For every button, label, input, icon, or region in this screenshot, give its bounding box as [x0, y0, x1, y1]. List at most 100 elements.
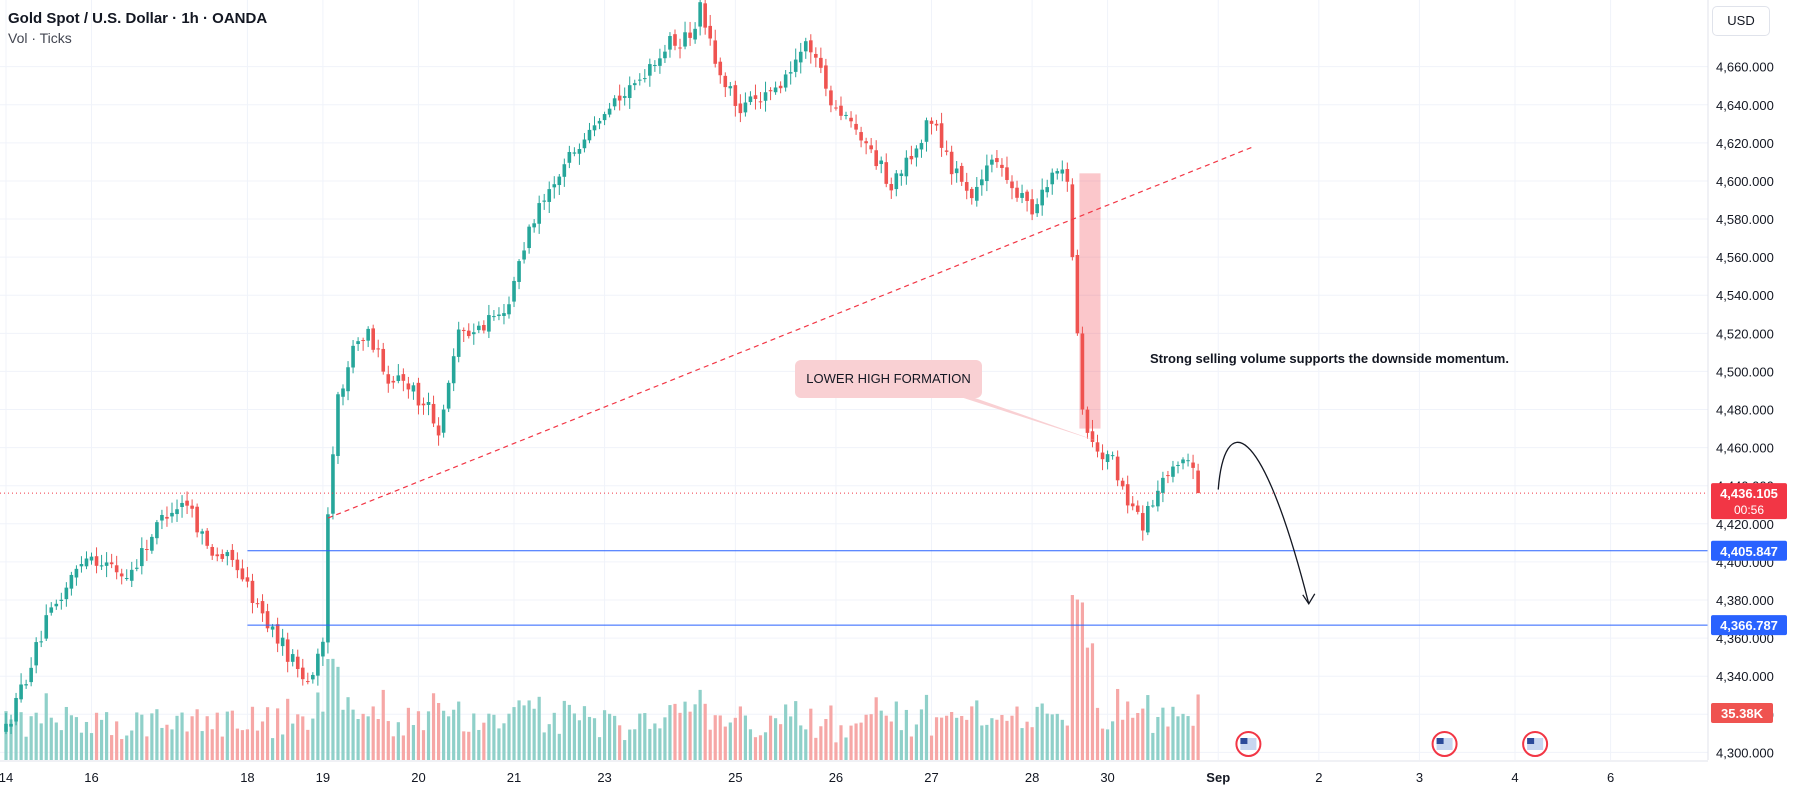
candle-body[interactable] — [49, 607, 54, 613]
candle-body[interactable] — [180, 502, 184, 507]
candle-body[interactable] — [995, 158, 999, 163]
candle-body[interactable] — [607, 108, 612, 115]
candle-body[interactable] — [899, 173, 904, 177]
candle-body[interactable] — [944, 150, 949, 152]
candle-body[interactable] — [99, 565, 104, 567]
candle-body[interactable] — [250, 580, 255, 603]
candle-body[interactable] — [693, 28, 697, 40]
candle-body[interactable] — [19, 684, 23, 700]
candle-body[interactable] — [245, 577, 250, 582]
candle-body[interactable] — [215, 554, 220, 557]
candle-body[interactable] — [1020, 193, 1024, 198]
candle-body[interactable] — [175, 509, 179, 515]
candle-body[interactable] — [929, 120, 934, 124]
candle-body[interactable] — [1095, 442, 1100, 452]
candle-body[interactable] — [768, 90, 773, 92]
candle-body[interactable] — [879, 160, 884, 165]
candle-body[interactable] — [849, 117, 853, 122]
candle-body[interactable] — [311, 674, 315, 680]
candle-body[interactable] — [411, 385, 416, 392]
candle-body[interactable] — [733, 85, 738, 106]
candle-body[interactable] — [275, 624, 280, 644]
candle-body[interactable] — [1146, 506, 1150, 533]
candle-body[interactable] — [809, 40, 813, 53]
candle-body[interactable] — [798, 51, 803, 63]
candle-body[interactable] — [874, 150, 878, 167]
candle-body[interactable] — [602, 114, 607, 121]
candle-body[interactable] — [356, 341, 360, 345]
candle-body[interactable] — [240, 568, 245, 580]
candle-body[interactable] — [119, 573, 124, 577]
candle-body[interactable] — [1005, 167, 1009, 180]
candle-body[interactable] — [959, 165, 964, 182]
candle-body[interactable] — [225, 552, 230, 557]
level-price-badge[interactable] — [1711, 615, 1787, 636]
trend-line[interactable] — [327, 146, 1254, 519]
candle-body[interactable] — [1171, 466, 1175, 477]
candle-body[interactable] — [416, 382, 421, 406]
candle-body[interactable] — [109, 562, 114, 565]
candle-body[interactable] — [688, 32, 692, 38]
candle-body[interactable] — [170, 512, 174, 517]
candle-body[interactable] — [446, 382, 451, 409]
candle-body[interactable] — [1045, 187, 1050, 193]
candle-body[interactable] — [522, 250, 526, 260]
candle-body[interactable] — [1120, 480, 1125, 487]
candle-body[interactable] — [718, 61, 723, 76]
candle-body[interactable] — [376, 348, 381, 350]
candle-body[interactable] — [140, 548, 144, 567]
candle-body[interactable] — [668, 36, 672, 50]
candle-body[interactable] — [567, 152, 572, 163]
candle-body[interactable] — [1080, 333, 1085, 410]
candle-body[interactable] — [577, 149, 582, 154]
candle-body[interactable] — [265, 611, 270, 629]
candle-body[interactable] — [1156, 490, 1160, 507]
candle-body[interactable] — [64, 587, 69, 600]
candle-body[interactable] — [235, 559, 240, 571]
candle-body[interactable] — [1181, 459, 1185, 464]
candle-body[interactable] — [1010, 181, 1014, 189]
symbol-title[interactable]: Gold Spot / U.S. Dollar · 1h · OANDA — [8, 10, 268, 27]
candle-body[interactable] — [230, 549, 235, 561]
candle-body[interactable] — [748, 96, 753, 103]
lower-high-callout[interactable]: LOWER HIGH FORMATION — [795, 360, 982, 398]
candle-body[interactable] — [406, 383, 411, 390]
candle-body[interactable] — [939, 123, 944, 148]
candle-body[interactable] — [1115, 456, 1120, 481]
candle-body[interactable] — [300, 667, 305, 680]
candle-body[interactable] — [155, 522, 159, 539]
candle-body[interactable] — [4, 723, 8, 732]
candle-body[interactable] — [527, 226, 531, 249]
candle-body[interactable] — [1166, 475, 1170, 477]
candle-body[interactable] — [59, 599, 64, 601]
candle-body[interactable] — [482, 325, 486, 331]
selling-volume-note[interactable]: Strong selling volume supports the downs… — [1150, 351, 1509, 366]
candle-body[interactable] — [1035, 204, 1039, 214]
projection-arrow[interactable] — [1217, 441, 1310, 604]
candle-body[interactable] — [783, 74, 788, 88]
candle-body[interactable] — [597, 120, 602, 124]
candle-body[interactable] — [980, 179, 984, 186]
candle-body[interactable] — [708, 25, 712, 39]
candle-body[interactable] — [326, 514, 330, 643]
candle-body[interactable] — [909, 155, 914, 160]
candle-body[interactable] — [924, 120, 929, 142]
candle-body[interactable] — [974, 186, 979, 201]
candle-body[interactable] — [1135, 505, 1140, 512]
candle-body[interactable] — [552, 184, 557, 188]
candle-body[interactable] — [1196, 470, 1200, 494]
candle-body[interactable] — [1025, 191, 1029, 201]
candle-body[interactable] — [391, 380, 396, 383]
candle-body[interactable] — [592, 125, 597, 131]
candle-body[interactable] — [270, 626, 275, 630]
candle-body[interactable] — [477, 325, 481, 331]
candle-body[interactable] — [622, 96, 627, 98]
candle-body[interactable] — [869, 145, 873, 150]
candle-body[interactable] — [517, 261, 521, 282]
candle-body[interactable] — [1140, 513, 1145, 531]
candle-body[interactable] — [185, 500, 189, 506]
candle-body[interactable] — [738, 103, 743, 114]
candle-body[interactable] — [1040, 189, 1044, 206]
volume-indicator-label[interactable]: Vol · Ticks — [8, 30, 72, 46]
candle-body[interactable] — [104, 562, 109, 566]
